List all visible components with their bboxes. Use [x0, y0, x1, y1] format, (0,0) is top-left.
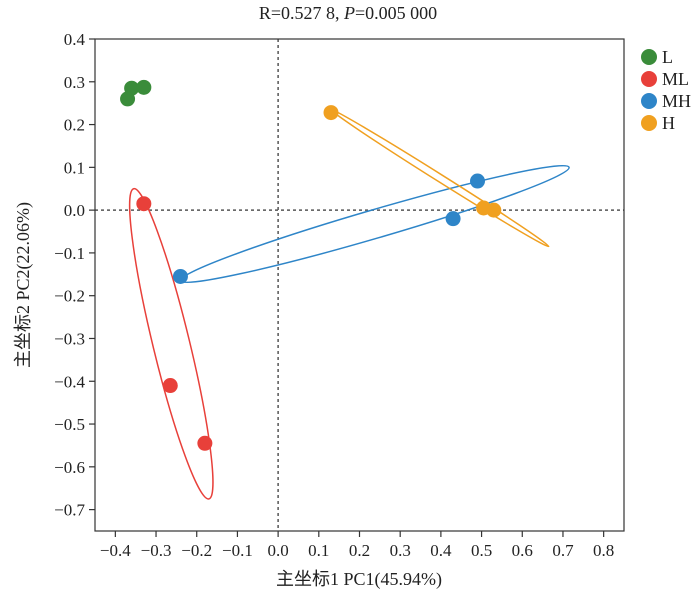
legend-label-ml: ML [662, 69, 689, 89]
point-mh-1 [172, 268, 188, 284]
y-tick-label: −0.5 [54, 415, 85, 434]
ellipse-mh [179, 164, 570, 284]
y-tick-label: 0.1 [64, 158, 85, 177]
legend-label-mh: MH [662, 91, 691, 111]
point-l-3 [136, 79, 152, 95]
legend-marker-l [641, 49, 657, 65]
ellipse-h [330, 108, 550, 248]
x-tick-label: 0.2 [349, 541, 370, 560]
y-tick-label: −0.6 [54, 458, 85, 477]
legend-label-h: H [662, 113, 675, 133]
x-tick-label: 0.6 [512, 541, 533, 560]
point-h-1 [323, 105, 339, 121]
point-ml-3 [197, 435, 213, 451]
y-tick-label: 0.2 [64, 116, 85, 135]
x-tick-label: −0.3 [141, 541, 172, 560]
x-tick-label: 0.8 [593, 541, 614, 560]
legend-marker-mh [641, 93, 657, 109]
x-tick-label: −0.2 [181, 541, 212, 560]
point-mh-2 [445, 211, 461, 227]
y-tick-label: −0.3 [54, 329, 85, 348]
y-tick-label: −0.4 [54, 372, 85, 391]
y-tick-label: −0.7 [54, 501, 85, 520]
y-tick-label: −0.2 [54, 287, 85, 306]
point-l-2 [124, 80, 140, 96]
x-tick-label: −0.4 [100, 541, 131, 560]
x-tick-label: 0.4 [430, 541, 452, 560]
x-axis-title: 主坐标1 PC1(45.94%) [276, 569, 442, 590]
x-tick-label: 0.5 [471, 541, 492, 560]
point-h-3 [486, 202, 502, 218]
x-tick-label: −0.1 [222, 541, 253, 560]
point-ml-2 [162, 378, 178, 394]
x-tick-label: 0.7 [552, 541, 574, 560]
legend-label-l: L [662, 47, 673, 67]
point-mh-3 [470, 173, 486, 189]
legend-marker-h [641, 115, 657, 131]
chart-title: R=0.527 8, P=0.005 000 [259, 3, 437, 23]
y-tick-label: 0.3 [64, 73, 85, 92]
y-tick-label: −0.1 [54, 244, 85, 263]
x-tick-label: 0.3 [390, 541, 411, 560]
y-tick-label: 0.4 [64, 30, 86, 49]
point-ml-1 [136, 196, 152, 212]
ellipse-ml [128, 187, 214, 500]
legend-marker-ml [641, 71, 657, 87]
y-axis-title: 主坐标2 PC2(22.06%) [13, 202, 34, 368]
x-tick-label: 0.1 [308, 541, 329, 560]
y-tick-label: 0.0 [64, 201, 85, 220]
x-tick-label: 0.0 [267, 541, 288, 560]
